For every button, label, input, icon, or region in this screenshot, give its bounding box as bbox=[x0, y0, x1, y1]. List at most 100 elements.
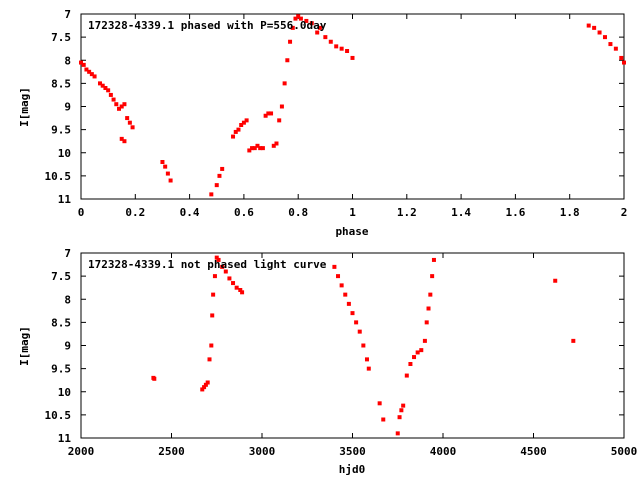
phased-x-tick-label: 0.2 bbox=[125, 206, 145, 219]
phased-y-axis-label: I[mag] bbox=[18, 87, 31, 127]
unphased-data-point bbox=[395, 431, 400, 436]
unphased-data-point bbox=[209, 343, 214, 348]
phased-data-point bbox=[296, 14, 301, 19]
phased-data-point bbox=[127, 120, 132, 125]
phased-y-tick-label: 8 bbox=[64, 54, 71, 67]
unphased-x-axis-label: hjd0 bbox=[339, 463, 366, 476]
phased-data-point bbox=[106, 88, 111, 93]
unphased-x-tick-label: 4000 bbox=[430, 445, 457, 458]
phased-data-point bbox=[350, 55, 355, 60]
unphased-y-tick-label: 10 bbox=[58, 386, 71, 399]
unphased-data-point bbox=[339, 283, 344, 288]
unphased-data-point bbox=[357, 329, 362, 334]
phased-x-tick-label: 1.2 bbox=[397, 206, 417, 219]
unphased-data-point bbox=[200, 387, 205, 392]
phased-y-tick-label: 10.5 bbox=[45, 170, 72, 183]
unphased-x-tick-label: 3000 bbox=[249, 445, 276, 458]
unphased-data-point bbox=[553, 278, 558, 283]
unphased-x-tick-label: 3500 bbox=[339, 445, 366, 458]
phased-data-point bbox=[282, 81, 287, 86]
unphased-data-point bbox=[350, 311, 355, 316]
unphased-data-point bbox=[366, 366, 371, 371]
unphased-y-axis-label: I[mag] bbox=[18, 326, 31, 366]
phased-data-point bbox=[89, 72, 94, 77]
phased-x-tick-label: 1.8 bbox=[560, 206, 580, 219]
unphased-data-point bbox=[361, 343, 366, 348]
unphased-x-tick-label: 5000 bbox=[611, 445, 638, 458]
phased-data-point bbox=[597, 30, 602, 35]
phased-data-point bbox=[117, 106, 122, 111]
unphased-y-tick-label: 9 bbox=[64, 340, 71, 353]
phased-data-point bbox=[613, 46, 618, 51]
phased-data-point bbox=[119, 104, 124, 109]
phased-data-point bbox=[79, 60, 83, 65]
unphased-data-point bbox=[428, 292, 433, 297]
unphased-data-point bbox=[212, 274, 217, 279]
phased-data-point bbox=[285, 58, 290, 63]
unphased-data-point bbox=[238, 288, 243, 292]
phased-data-point bbox=[345, 49, 350, 53]
phased-y-tick-label: 7.5 bbox=[51, 31, 71, 44]
phased-data-point bbox=[125, 116, 130, 121]
phased-data-point bbox=[315, 30, 320, 35]
unphased-data-point bbox=[240, 290, 245, 295]
phased-data-point bbox=[163, 164, 168, 169]
unphased-y-tick-label: 9.5 bbox=[51, 363, 71, 376]
phased-data-point bbox=[122, 102, 127, 107]
phased-data-point bbox=[255, 143, 260, 148]
phased-data-point bbox=[217, 173, 222, 178]
phased-y-tick-label: 9.5 bbox=[51, 124, 71, 137]
phased-data-point bbox=[87, 69, 92, 74]
unphased-data-point bbox=[401, 403, 406, 408]
unphased-data-point bbox=[336, 274, 341, 279]
phased-data-point bbox=[122, 139, 127, 144]
unphased-data-point bbox=[205, 380, 210, 385]
phased-x-tick-label: 0.6 bbox=[234, 206, 254, 219]
phased-data-point bbox=[339, 46, 344, 51]
phased-data-point bbox=[602, 35, 607, 40]
phased-data-point bbox=[309, 21, 314, 26]
unphased-data-point bbox=[227, 276, 232, 281]
phased-light-curve-plot: 0 0.2 0.4 0.6 0.8 1 1.2 1.4 1.6 1.8 2 7 7.5 8 8.5 9 9.5… bbox=[18, 8, 627, 238]
unphased-plot-title: 172328-4339.1 not phased light curve bbox=[88, 258, 327, 271]
unphased-data-point bbox=[211, 292, 216, 297]
unphased-data-point bbox=[404, 373, 409, 378]
phased-data-point bbox=[108, 92, 113, 97]
phased-y-axis: 7 7.5 8 8.5 9 9.5 10 10.5 11 bbox=[45, 8, 624, 206]
phased-data-point bbox=[160, 160, 165, 164]
unphased-data-point bbox=[216, 257, 221, 262]
phased-data-point bbox=[252, 146, 257, 151]
phased-data-point bbox=[239, 123, 244, 127]
phased-x-tick-label: 1.6 bbox=[505, 206, 525, 219]
phased-plot-title: 172328-4339.1 phased with P=556.0day bbox=[88, 19, 327, 32]
unphased-data-point bbox=[412, 355, 417, 360]
unphased-data-point bbox=[343, 292, 348, 297]
unphased-x-tick-label: 2500 bbox=[158, 445, 185, 458]
phased-data-point bbox=[269, 111, 274, 116]
unphased-data-point bbox=[377, 401, 382, 406]
phased-x-tick-label: 0.8 bbox=[288, 206, 308, 219]
unphased-data-point bbox=[419, 348, 424, 353]
phased-data-point bbox=[220, 166, 225, 171]
phased-data-point bbox=[274, 141, 279, 146]
unphased-data-point bbox=[571, 338, 576, 343]
unphased-y-tick-label: 8 bbox=[64, 293, 71, 306]
phased-data-point bbox=[317, 25, 322, 30]
phased-x-tick-label: 0.4 bbox=[180, 206, 200, 219]
phased-x-tick-label: 0 bbox=[78, 206, 85, 219]
unphased-y-tick-label: 10.5 bbox=[45, 409, 72, 422]
phased-data-point bbox=[103, 86, 108, 90]
unphased-light-curve-plot: 2000 2500 3000 3500 4000 4500 5000 7 7.5 8 8.5 9 9.… bbox=[18, 247, 637, 476]
phased-data-point bbox=[81, 62, 86, 67]
phased-data-point bbox=[119, 136, 124, 141]
phased-data-point bbox=[293, 16, 298, 21]
unphased-data-point bbox=[426, 306, 431, 311]
phased-x-tick-label: 2 bbox=[621, 206, 628, 219]
unphased-data-point bbox=[203, 382, 208, 387]
unphased-data-point bbox=[381, 417, 386, 422]
phased-data-point bbox=[608, 42, 613, 47]
phased-data-point bbox=[277, 118, 282, 123]
unphased-data-point bbox=[430, 274, 435, 279]
unphased-y-axis: 7 7.5 8 8.5 9 9.5 10 10.5 11 bbox=[45, 247, 624, 445]
